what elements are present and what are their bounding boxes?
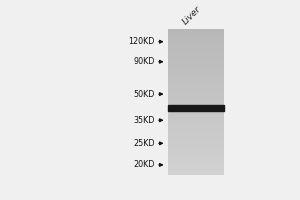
Text: 25KD: 25KD [134,139,155,148]
Bar [168,55,224,58]
Bar [168,133,224,136]
Bar [168,73,224,75]
Bar [168,129,224,131]
Bar [168,165,224,168]
Bar [168,163,224,165]
Bar [168,29,224,31]
Bar [168,82,224,85]
Bar [168,31,224,33]
Text: 20KD: 20KD [134,160,155,169]
Bar [168,48,224,51]
Bar [168,77,224,80]
Bar [168,68,224,70]
Bar [168,46,224,48]
Bar [168,112,224,114]
Bar [168,158,224,160]
Bar [168,170,224,172]
Bar [168,38,224,41]
Bar [168,172,224,175]
Bar [168,109,224,112]
Bar [168,160,224,163]
Bar [168,58,224,60]
Bar [168,99,224,102]
Bar [168,75,224,77]
Bar [168,80,224,82]
Bar [168,141,224,143]
Bar [168,33,224,36]
Bar [168,87,224,90]
Bar [168,131,224,133]
Bar [168,104,224,107]
Bar [168,65,224,68]
Bar [168,136,224,138]
Bar [168,119,224,121]
Bar [168,138,224,141]
Text: 50KD: 50KD [134,90,155,99]
Bar [168,121,224,124]
Bar [168,36,224,38]
Bar [168,148,224,151]
Bar [168,63,224,65]
Bar [168,168,224,170]
Bar [168,92,224,94]
Text: Liver: Liver [181,4,202,26]
Bar [168,94,224,97]
Bar [168,51,224,53]
Bar [168,41,224,43]
Bar [168,155,224,158]
Bar [168,116,224,119]
Bar [168,105,224,111]
Bar [168,70,224,73]
Text: 120KD: 120KD [128,37,155,46]
Bar [168,53,224,55]
Bar [168,146,224,148]
Bar [168,90,224,92]
Bar [168,143,224,146]
Bar [168,126,224,129]
Bar [168,85,224,87]
Bar [168,97,224,99]
Text: 90KD: 90KD [134,57,155,66]
Bar [168,102,224,104]
Bar [168,114,224,116]
Bar [168,124,224,126]
Bar [168,153,224,155]
Bar [168,107,224,109]
Bar [168,60,224,63]
Text: 35KD: 35KD [134,116,155,125]
Bar [168,43,224,46]
Bar [168,151,224,153]
